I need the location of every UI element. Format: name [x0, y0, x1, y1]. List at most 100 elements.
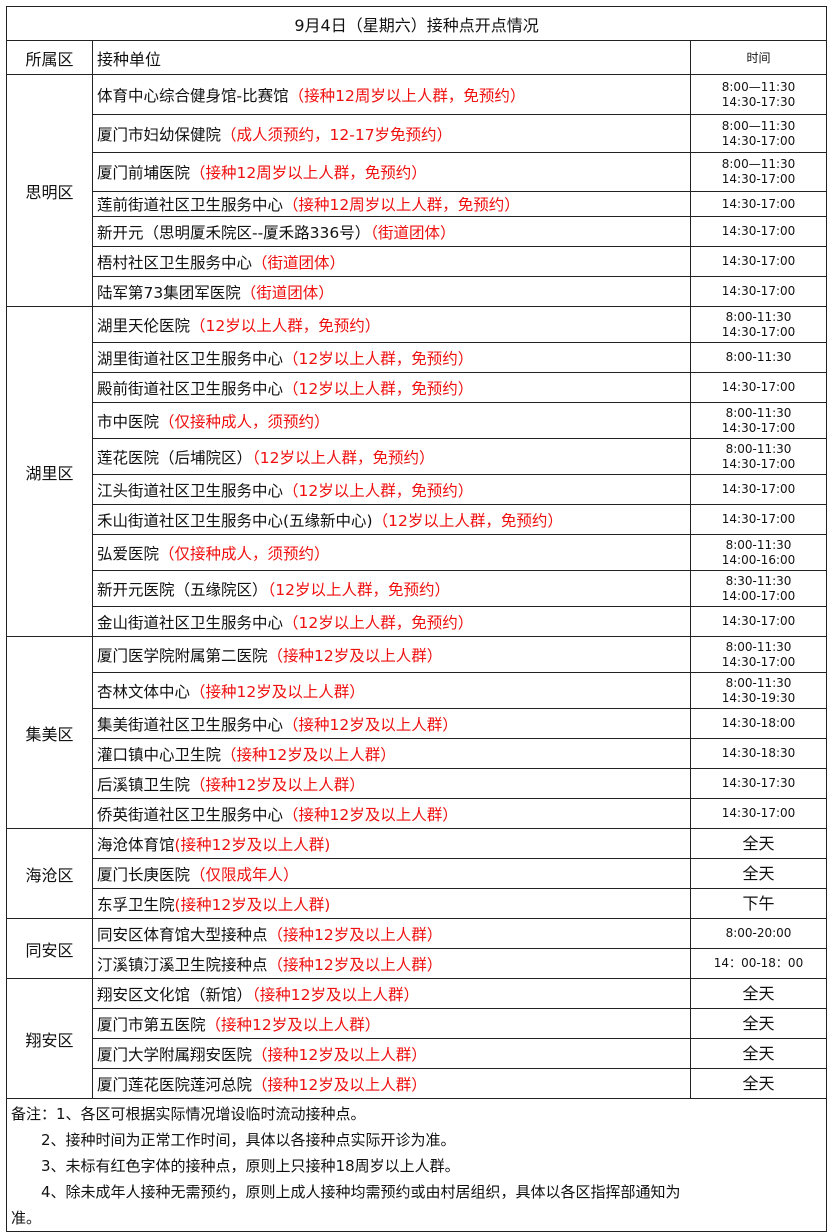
site-name: 湖里街道社区卫生服务中心: [97, 349, 284, 368]
site-cell: 后溪镇卫生院（接种12岁及以上人群）: [92, 768, 691, 799]
site-name: 后溪镇卫生院: [97, 775, 191, 794]
site-cell: 金山街道社区卫生服务中心（12岁以上人群，免预约）: [92, 606, 691, 637]
table-row: 东孚卫生院(接种12岁及以上人群) 下午: [7, 888, 828, 919]
site-note: （接种12岁及以上人群）: [190, 682, 365, 701]
time-line: 下午: [742, 894, 775, 913]
site-note: （12岁以上人群，免预约）: [283, 379, 474, 398]
site-note: （12岁以上人群，免预约）: [283, 613, 474, 632]
time-cell: 全天: [689, 1008, 828, 1039]
site-cell: 侨英街道社区卫生服务中心（接种12岁及以上人群）: [92, 798, 691, 829]
time-cell: 8:00—11:30 14:30-17:30: [689, 74, 828, 115]
time-line: 14:00-16:00: [721, 552, 796, 567]
site-note: （接种12周岁以上人群，免预约）: [288, 86, 526, 105]
site-name: 厦门长庚医院: [97, 865, 191, 884]
district-cell: 集美区: [6, 636, 93, 829]
time-line: 8:00—11:30: [721, 118, 796, 133]
header-site: 接种单位: [92, 40, 691, 75]
district-cell: 同安区: [6, 918, 93, 979]
site-name: 厦门医学院附属第二医院: [97, 646, 268, 665]
note-line: 4、除未成年人接种无需预约，原则上成人接种均需预约或由村居组织，具体以各区指挥部…: [41, 1183, 681, 1201]
time-cell: 14:30-17:00: [689, 372, 828, 403]
time-cell: 14:30-17:00: [689, 474, 828, 505]
site-note: （接种12岁及以上人群）: [190, 775, 365, 794]
site-name: 殿前街道社区卫生服务中心: [97, 379, 284, 398]
site-cell: 厦门长庚医院（仅限成年人）: [92, 858, 691, 889]
site-cell: 厦门市第五医院（接种12岁及以上人群）: [92, 1008, 691, 1039]
site-cell: 海沧体育馆(接种12岁及以上人群): [92, 828, 691, 859]
site-cell: 新开元（思明厦禾院区--厦禾路336号）（街道团体）: [92, 216, 691, 247]
table-row: 厦门前埔医院（接种12周岁以上人群，免预约） 8:00—11:30 14:30-17…: [7, 152, 828, 192]
time-line: 全天: [742, 1074, 775, 1093]
time-line: 全天: [742, 834, 775, 853]
site-name: 金山街道社区卫生服务中心: [97, 613, 284, 632]
table-row: 湖里街道社区卫生服务中心（12岁以上人群，免预约） 8:00-11:30: [7, 342, 828, 373]
site-cell: 湖里天伦医院（12岁以上人群，免预约）: [92, 306, 691, 343]
time-cell: 8:00-20:00: [689, 918, 828, 949]
site-name: 厦门前埔医院: [97, 164, 191, 182]
time-line: 8:00-11:30: [725, 675, 792, 690]
site-note: （接种12岁及以上人群）: [267, 955, 443, 974]
site-cell: 厦门大学附属翔安医院（接种12岁及以上人群）: [92, 1038, 691, 1069]
table-title: 9月4日（星期六）接种点开点情况: [5, 6, 828, 41]
table-row: 灌口镇中心卫生院（接种12岁及以上人群） 14:30-18:30: [7, 738, 828, 769]
site-note: （街道团体）: [240, 283, 334, 302]
site-name: 禾山街道社区卫生服务中心(五缘新中心): [97, 511, 373, 530]
time-line: 14:00-17:00: [721, 588, 796, 603]
time-line: 8:00-20:00: [725, 926, 792, 940]
site-note: （12岁以上人群，免预约）: [283, 349, 474, 368]
site-note: （街道团体）: [370, 223, 456, 242]
table-row: 后溪镇卫生院（接种12岁及以上人群） 14:30-17:30: [7, 768, 828, 799]
time-cell: 8:00-11:30 14:00-16:00: [689, 534, 828, 571]
header-time: 时间: [689, 40, 828, 75]
table-row: 厦门市妇幼保健院（成人须预约，12-17岁免预约） 8:00—11:30 14:30…: [7, 114, 828, 153]
time-line: 全天: [742, 864, 775, 883]
site-note: （成人须预约，12-17岁免预约）: [221, 125, 453, 144]
table-row: 汀溪镇汀溪卫生院接种点（接种12岁及以上人群） 14：00-18：00: [7, 948, 828, 979]
site-note: （接种12岁及以上人群）: [205, 1015, 381, 1034]
time-line: 14:30-18:00: [721, 716, 796, 730]
time-cell: 14:30-18:30: [689, 738, 828, 769]
site-name: 集美街道社区卫生服务中心: [97, 715, 284, 734]
time-line: 14:30-17:00: [721, 420, 796, 435]
site-note: （接种12岁及以上人群）: [252, 1045, 427, 1064]
time-cell: 8:00-11:30 14:30-17:00: [689, 636, 828, 673]
site-name: 体育中心综合健身馆-比赛馆: [97, 86, 289, 105]
site-cell: 新开元医院（五缘院区）（12岁以上人群，免预约）: [92, 570, 691, 607]
time-cell: 8:00-11:30 14:30-17:00: [689, 402, 828, 439]
time-cell: 14:30-17:00: [689, 504, 828, 535]
time-line: 14:30-17:30: [721, 94, 796, 109]
header-district: 所属区: [6, 40, 93, 75]
time-line: 14:30-17:00: [721, 806, 796, 820]
table-row: 莲前街道社区卫生服务中心（接种12周岁以上人群，免预约） 14:30-17:00: [7, 191, 828, 217]
table-row: 新开元（思明厦禾院区--厦禾路336号）（街道团体） 14:30-17:00: [7, 216, 828, 247]
site-cell: 杏林文体中心（接种12岁及以上人群）: [92, 672, 691, 709]
site-cell: 灌口镇中心卫生院（接种12岁及以上人群）: [92, 738, 691, 769]
site-note: (接种12岁及以上人群): [174, 895, 331, 914]
time-line: 8:00—11:30: [721, 157, 796, 171]
site-name: 新开元医院（五缘院区）: [97, 580, 268, 599]
time-cell: 14:30-17:00: [689, 276, 828, 307]
table-row: 新开元医院（五缘院区）（12岁以上人群，免预约） 8:30-11:30 14:00-…: [7, 570, 828, 607]
site-cell: 梧村社区卫生服务中心（街道团体）: [92, 246, 691, 277]
header-row: 所属区 接种单位 时间: [6, 40, 828, 75]
vaccination-sites-table: 9月4日（星期六）接种点开点情况 所属区 接种单位 时间 思明区 体育中心综合健身…: [5, 6, 828, 1232]
site-name: 厦门莲花医院莲河总院: [97, 1075, 253, 1094]
time-line: 全天: [742, 1044, 775, 1063]
site-note: （12岁以上人群，免预约）: [190, 316, 381, 335]
site-name: 侨英街道社区卫生服务中心: [97, 805, 284, 824]
time-cell: 14:30-17:00: [689, 246, 828, 277]
time-line: 8:00-11:30: [725, 441, 792, 456]
site-name: 弘爱医院: [97, 544, 160, 563]
time-line: 14:30-17:00: [721, 456, 796, 471]
time-line: 8:00-11:30: [725, 639, 792, 654]
time-line: 14:30-17:00: [721, 172, 796, 186]
table-row: 杏林文体中心（接种12岁及以上人群） 8:00-11:30 14:30-19:30: [7, 672, 828, 709]
site-cell: 禾山街道社区卫生服务中心(五缘新中心)（12岁以上人群，免预约）: [92, 504, 691, 535]
site-cell: 同安区体育馆大型接种点（接种12岁及以上人群）: [92, 918, 691, 949]
site-name: 杏林文体中心: [97, 682, 191, 701]
time-cell: 全天: [689, 1038, 828, 1069]
district-cell: 思明区: [6, 74, 93, 307]
site-note: （12岁以上人群，免预约）: [267, 580, 450, 599]
time-cell: 14:30-17:30: [689, 768, 828, 799]
site-cell: 弘爱医院（仅接种成人，须预约）: [92, 534, 691, 571]
